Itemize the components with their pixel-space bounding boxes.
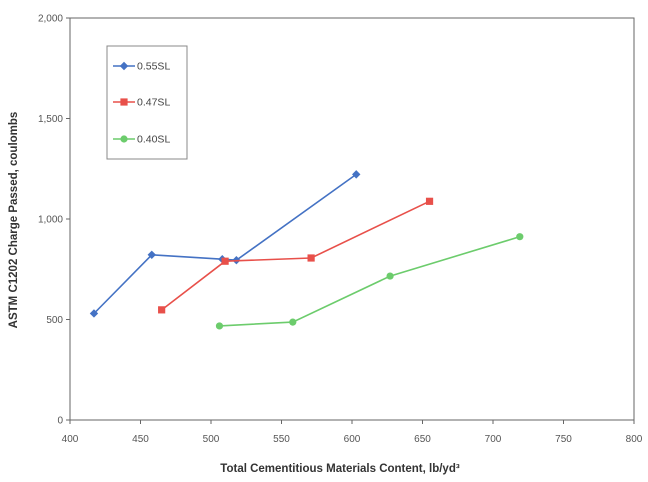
series-line (161, 200, 430, 311)
x-axis-title: Total Cementitious Materials Content, lb… (220, 463, 460, 475)
legend-item: 0.40SL (113, 134, 170, 146)
data-point (352, 170, 361, 179)
y-tick-label: 500 (46, 315, 63, 326)
x-tick-label: 750 (555, 434, 572, 445)
data-point (516, 233, 524, 241)
legend: 0.55SL 0.47SL 0.40SL (106, 45, 188, 160)
data-point (215, 322, 224, 330)
series-2 (158, 197, 434, 314)
data-point (425, 197, 434, 205)
y-tick-label: 1,500 (38, 114, 63, 125)
data-point (147, 250, 156, 259)
y-tick-label: 2,000 (38, 14, 63, 25)
legend-items: 0.55SL 0.47SL 0.40SL (113, 61, 170, 146)
data-point (89, 309, 99, 318)
legend-label: 0.55SL (137, 61, 170, 73)
x-tick-label: 450 (132, 434, 149, 445)
legend-marker (120, 98, 128, 106)
x-tick-label: 700 (485, 434, 502, 445)
x-tick-label: 400 (62, 434, 79, 445)
legend-label: 0.40SL (137, 134, 170, 146)
x-tick-label: 650 (414, 434, 431, 445)
series-layer (89, 170, 524, 330)
data-point (386, 272, 394, 280)
data-point (221, 257, 229, 265)
data-point (307, 254, 315, 262)
data-point (158, 306, 166, 314)
legend-marker (119, 61, 129, 71)
x-tick-label: 550 (273, 434, 290, 445)
x-tick-label: 600 (344, 434, 361, 445)
legend-marker (120, 135, 128, 143)
y-tick-label: 1,000 (38, 215, 63, 226)
y-axis-title: ASTM C1202 Charge Passed, coulombs (8, 112, 20, 329)
legend-label: 0.47SL (137, 97, 170, 109)
x-tick-label: 500 (203, 434, 220, 445)
data-point (289, 318, 297, 326)
x-axis: 400 450 500 550 600 650 700 750 800 (62, 420, 643, 445)
legend-item: 0.47SL (113, 97, 170, 109)
legend-item: 0.55SL (113, 61, 170, 73)
series-line (219, 235, 521, 327)
y-axis: 0 500 1,000 1,500 2,000 (38, 14, 70, 427)
x-tick-label: 800 (626, 434, 643, 445)
y-tick-label: 0 (57, 416, 63, 427)
series-3 (215, 233, 524, 330)
